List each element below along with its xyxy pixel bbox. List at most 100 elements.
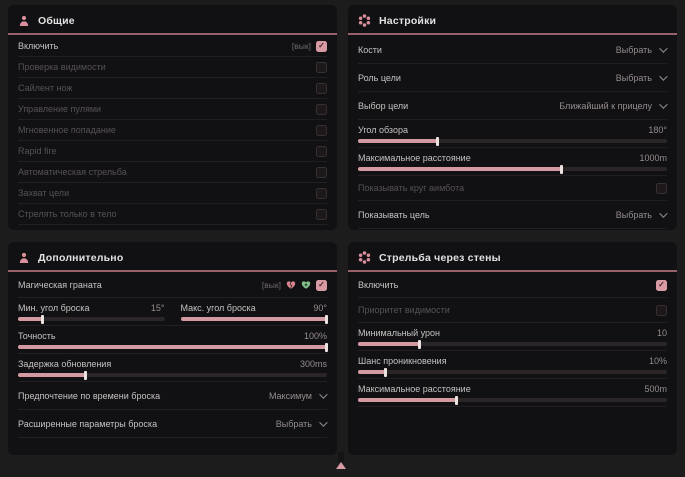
chevron-down-icon xyxy=(319,389,328,399)
slider-handle[interactable] xyxy=(40,314,44,324)
row-label: Приоритет видимости xyxy=(358,305,450,315)
row-controls xyxy=(656,279,667,291)
panel-title: Настройки xyxy=(379,14,437,27)
panel-additional-header: Дополнительно xyxy=(8,242,337,272)
row-label: Включить xyxy=(358,280,399,290)
slider-row: Задержка обновления 300ms xyxy=(18,354,327,382)
slider-fill xyxy=(358,139,439,143)
dropdown[interactable]: Выбрать xyxy=(615,71,668,83)
chevron-down-icon xyxy=(659,43,668,53)
slider-handle[interactable] xyxy=(436,136,440,146)
row-label: Rapid fire xyxy=(18,146,57,156)
slider-fill xyxy=(358,342,420,346)
dropdown-value: Выбрать xyxy=(275,418,312,429)
slider-handle[interactable] xyxy=(454,395,458,405)
slider-value: 300ms xyxy=(299,358,327,369)
aimbot-person-icon xyxy=(18,15,30,27)
dropdown[interactable]: Выбрать xyxy=(615,43,668,55)
dropdown-value: Ближайший к прицелу xyxy=(559,100,652,111)
heal-heart-icon[interactable] xyxy=(301,280,311,290)
checkbox-row: Rapid fire xyxy=(18,141,327,162)
slider-value: 10 xyxy=(656,327,667,338)
checkbox-row: Сайлент нож xyxy=(18,78,327,99)
slider[interactable] xyxy=(18,342,328,352)
slider[interactable] xyxy=(180,314,328,324)
slider-fill xyxy=(18,345,327,349)
chevron-down-icon xyxy=(659,99,668,109)
chevron-down-icon xyxy=(659,71,668,81)
panel-title: Дополнительно xyxy=(38,251,124,264)
dropdown-row: Показывать цель Выбрать xyxy=(358,201,668,229)
row-controls xyxy=(316,82,327,94)
slider-caption: Задержка обновления 300ms xyxy=(18,357,327,370)
checkbox[interactable] xyxy=(316,145,327,157)
row-label: Угол обзора xyxy=(358,124,408,135)
row-label: Автоматическая стрельба xyxy=(18,167,127,177)
checkbox[interactable] xyxy=(316,208,327,220)
slider-fill xyxy=(18,373,86,377)
dropdown-value: Выбрать xyxy=(615,44,652,55)
panel-settings-rows: Кости Выбрать Роль цели Выбрать Выбор це… xyxy=(348,35,677,229)
row-controls xyxy=(316,61,327,73)
row-label: Кости xyxy=(358,44,382,55)
slider-caption: Минимальный урон 10 xyxy=(358,326,667,339)
slider[interactable] xyxy=(18,370,327,380)
slider[interactable] xyxy=(358,395,667,405)
row-label: Показывать круг аимбота xyxy=(358,183,465,193)
slider[interactable] xyxy=(18,314,165,324)
slider-value: 10% xyxy=(648,355,667,366)
checkbox[interactable] xyxy=(316,103,327,115)
slider-handle[interactable] xyxy=(83,370,87,380)
checkbox[interactable] xyxy=(316,124,327,136)
scroll-up-indicator[interactable] xyxy=(336,462,346,469)
slider-pair-row: Мин. угол броска 15° Макс. угол броска 9… xyxy=(18,298,328,326)
dropdown-value: Выбрать xyxy=(615,72,652,83)
slider[interactable] xyxy=(358,339,667,349)
checkbox[interactable] xyxy=(316,187,327,199)
panel-wallbang-header: Стрельба через стены xyxy=(348,242,677,272)
checkbox-row: Показывать круг аимбота xyxy=(358,176,667,201)
slider-handle[interactable] xyxy=(417,339,421,349)
slider[interactable] xyxy=(358,136,667,146)
checkbox[interactable] xyxy=(316,166,327,178)
aimbot-person-icon xyxy=(18,252,30,264)
slider-handle[interactable] xyxy=(325,314,328,324)
checkbox-row: Мгновенное попадание xyxy=(18,120,327,141)
slider-row: Максимальное расстояние 1000m xyxy=(358,148,667,176)
chevron-down-icon xyxy=(319,417,328,427)
dropdown-row: Роль цели Выбрать xyxy=(358,64,668,92)
slider[interactable] xyxy=(358,164,667,174)
slider[interactable] xyxy=(358,367,667,377)
checkbox[interactable] xyxy=(316,82,327,94)
slider-handle[interactable] xyxy=(383,367,387,377)
row-label: Шанс проникновения xyxy=(358,355,447,366)
dropdown[interactable]: Выбрать xyxy=(616,208,668,220)
row-controls xyxy=(316,124,327,136)
checkbox[interactable] xyxy=(656,304,667,316)
dropdown-row: Предпочтение по времени броска Максимум xyxy=(18,382,328,410)
checkbox[interactable] xyxy=(316,40,327,52)
slider-row: Точность 100% xyxy=(18,326,328,354)
panel-wallbang: Стрельба через стены Включить Приоритет … xyxy=(348,242,677,455)
checkbox[interactable] xyxy=(316,61,327,73)
dropdown[interactable]: Ближайший к прицелу xyxy=(559,99,668,111)
slider-sub: Мин. угол броска 15° xyxy=(18,301,165,324)
broken-heart-icon[interactable] xyxy=(286,280,296,290)
checkbox[interactable] xyxy=(656,182,667,194)
slider-row: Максимальное расстояние 500m xyxy=(358,379,667,407)
checkbox-row: Проверка видимости xyxy=(18,57,327,78)
slider-handle[interactable] xyxy=(325,342,328,352)
row-controls xyxy=(316,208,327,220)
gear-flower-icon xyxy=(358,14,371,27)
row-label: Задержка обновления xyxy=(18,358,112,369)
row-label: Стрелять только в тело xyxy=(18,209,117,219)
row-label: Макс. угол броска xyxy=(180,302,256,313)
panel-general: Общие Включить [вык] Проверка видимости … xyxy=(8,5,337,230)
slider-handle[interactable] xyxy=(559,164,563,174)
dropdown[interactable]: Выбрать xyxy=(275,417,328,429)
checkbox[interactable] xyxy=(656,279,667,291)
row-label: Захват цели xyxy=(18,188,70,198)
checkbox[interactable] xyxy=(316,279,327,291)
dropdown[interactable]: Максимум xyxy=(269,389,328,401)
dropdown-row: Выбор цели Ближайший к прицелу xyxy=(358,92,668,120)
